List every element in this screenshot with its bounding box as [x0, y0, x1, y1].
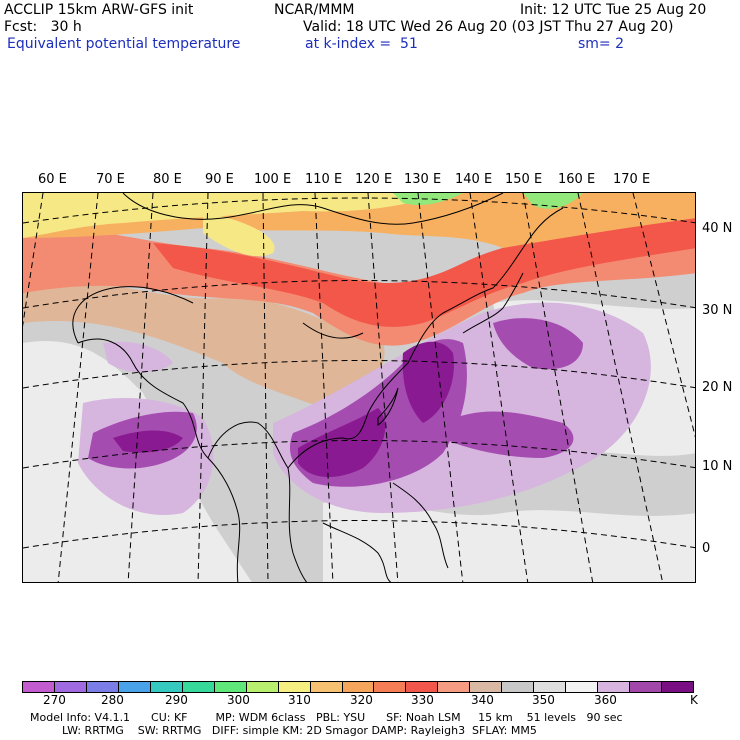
model-info-line2: LW: RRTMG SW: RRTMG DIFF: simple KM: 2D …	[62, 724, 537, 737]
colorbar-segment	[86, 682, 119, 692]
colorbar-segment	[630, 682, 663, 692]
lat-label: 20 N	[702, 380, 733, 395]
field-red	[153, 218, 695, 327]
lon-label: 160 E	[558, 172, 596, 187]
colorbar-label: 270	[43, 693, 66, 707]
colorbar-segment	[470, 682, 503, 692]
lon-label: 70 E	[96, 172, 125, 187]
colorbar-segment	[438, 682, 471, 692]
colorbar-segment	[566, 682, 599, 692]
graticule	[23, 193, 695, 582]
lon-label: 130 E	[404, 172, 442, 187]
lon-label: 110 E	[305, 172, 343, 187]
lon-label: 150 E	[505, 172, 543, 187]
colorbar-segment	[598, 682, 631, 692]
colorbar	[22, 681, 694, 693]
lon-label: 80 E	[153, 172, 182, 187]
colorbar-segment	[662, 682, 694, 692]
field-violet-mid	[443, 411, 574, 458]
colorbar-segment	[534, 682, 567, 692]
forecast-hour: Fcst: 30 h	[4, 19, 82, 35]
colorbar-segment	[406, 682, 439, 692]
map-panel	[22, 192, 696, 583]
colorbar-segment	[342, 682, 375, 692]
equivalent-potential-temperature-map	[23, 193, 695, 582]
colorbar-label: 280	[101, 693, 124, 707]
colorbar-segment	[310, 682, 343, 692]
lon-label: 100 E	[254, 172, 292, 187]
colorbar-label: 320	[350, 693, 373, 707]
level-index: at k-index = 51	[305, 36, 418, 52]
field-yellow	[203, 213, 275, 257]
valid-time: Valid: 18 UTC Wed 26 Aug 20 (03 JST Thu …	[303, 19, 674, 35]
lon-label: 120 E	[355, 172, 393, 187]
colorbar-label: 290	[165, 693, 188, 707]
field-green	[393, 193, 463, 205]
field-violet-mid	[493, 318, 583, 370]
colorbar-segment	[54, 682, 87, 692]
lon-label: 170 E	[613, 172, 651, 187]
colorbar-segment	[246, 682, 279, 692]
colorbar-label: 330	[411, 693, 434, 707]
colorbar-segment	[23, 682, 55, 692]
title-center: NCAR/MMM	[274, 2, 355, 18]
colorbar-segment	[150, 682, 183, 692]
colorbar-label: 300	[227, 693, 250, 707]
lat-label: 30 N	[702, 303, 733, 318]
colorbar-segment	[118, 682, 151, 692]
colorbar-label: 310	[288, 693, 311, 707]
colorbar-label: 340	[471, 693, 494, 707]
colorbar-unit: K	[690, 693, 698, 707]
init-time: Init: 12 UTC Tue 25 Aug 20	[520, 2, 707, 18]
field-violet-dark	[113, 430, 183, 453]
lon-label: 140 E	[455, 172, 493, 187]
lon-label: 90 E	[205, 172, 234, 187]
colorbar-segment	[182, 682, 215, 692]
colorbar-segment	[374, 682, 407, 692]
colorbar-segment	[278, 682, 311, 692]
colorbar-label: 350	[532, 693, 555, 707]
lat-label: 10 N	[702, 459, 733, 474]
field-violet-dark	[402, 341, 454, 423]
title-left: ACCLIP 15km ARW-GFS init	[4, 2, 194, 18]
coastlines	[72, 193, 564, 582]
colorbar-label: 360	[594, 693, 617, 707]
field-green	[523, 193, 583, 209]
field-yellow	[23, 193, 443, 238]
model-info-line1: Model Info: V4.1.1 CU: KF MP: WDM 6class…	[30, 711, 623, 724]
lon-label: 60 E	[38, 172, 67, 187]
lat-label: 0	[702, 541, 711, 556]
colorbar-segment	[214, 682, 247, 692]
smoothing: sm= 2	[578, 36, 625, 52]
field-lilac	[103, 341, 173, 373]
lat-label: 40 N	[702, 221, 733, 236]
field-name: Equivalent potential temperature	[7, 36, 241, 52]
colorbar-segment	[502, 682, 535, 692]
